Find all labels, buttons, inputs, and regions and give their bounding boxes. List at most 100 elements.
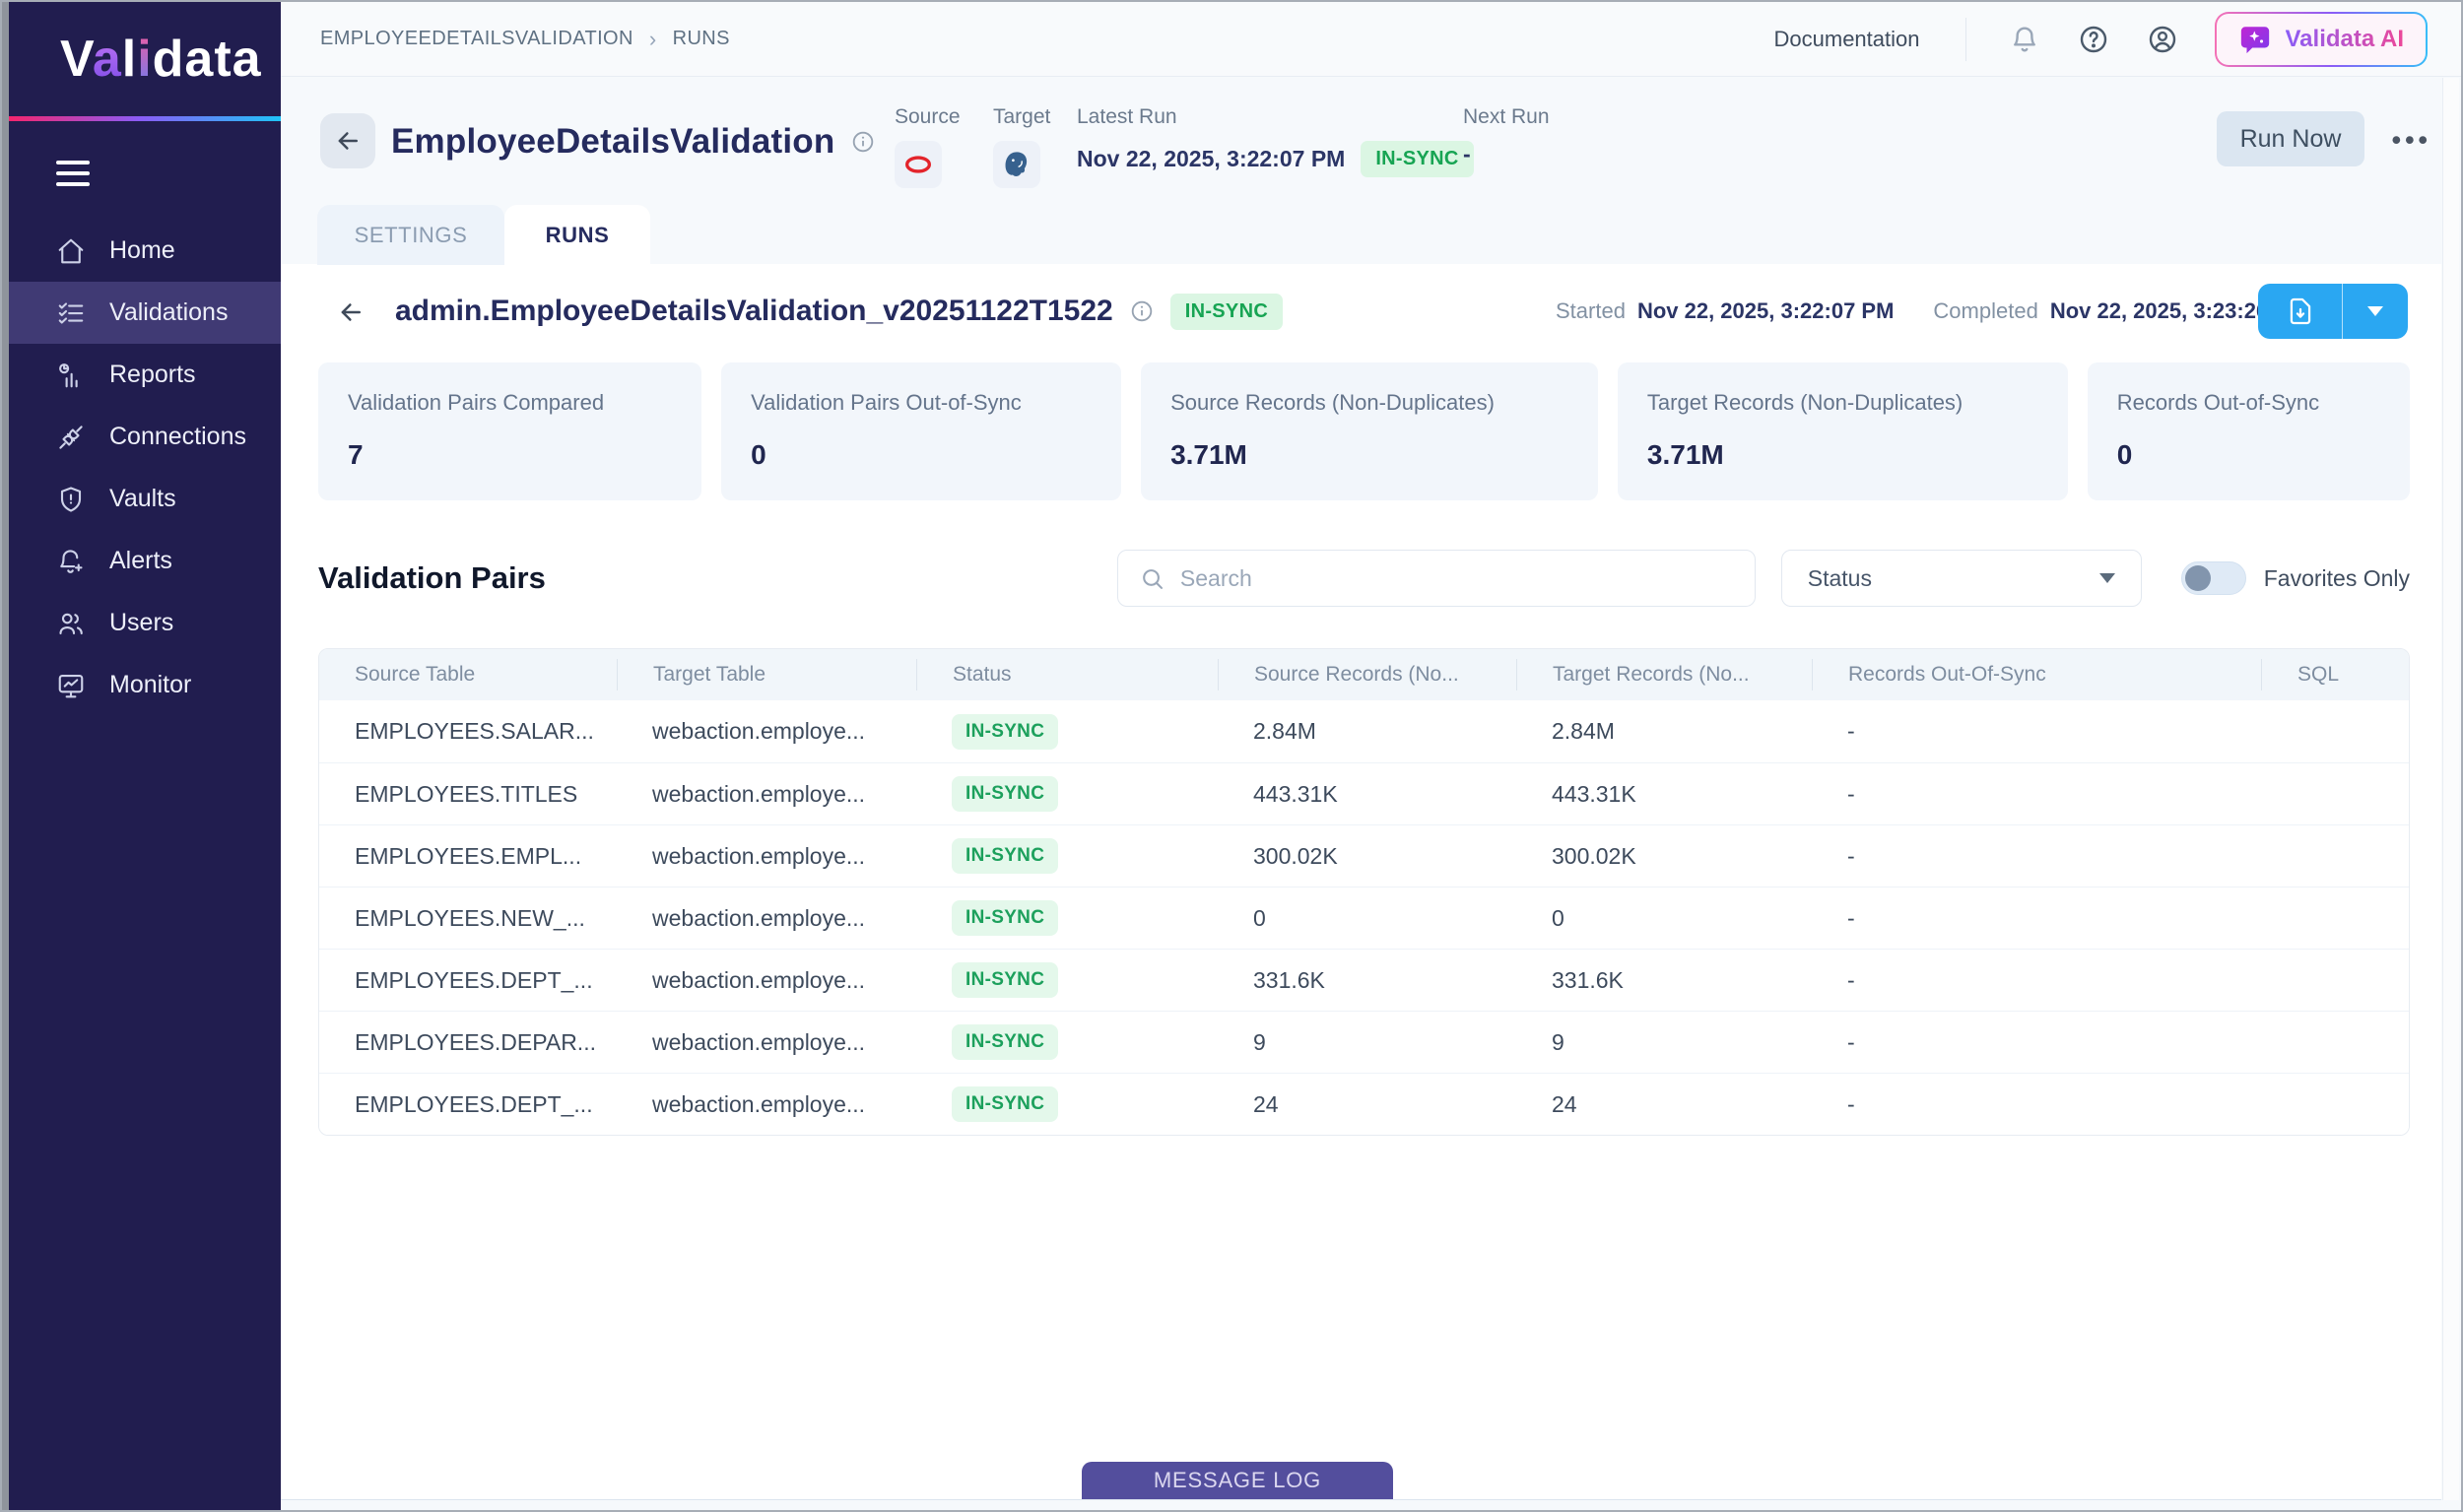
search-icon <box>1142 568 1163 589</box>
run-back-arrow-icon[interactable] <box>336 297 366 332</box>
status-badge: IN-SYNC <box>952 713 1059 750</box>
next-run-label: Next Run <box>1463 105 1550 128</box>
target-table-cell: webaction.employe... <box>652 780 866 807</box>
source-records-cell: 24 <box>1253 1090 1279 1117</box>
column-header[interactable]: Records Out-Of-Sync <box>1812 659 2261 690</box>
sidebar-item-vaults[interactable]: Vaults <box>9 468 281 530</box>
download-options-caret[interactable] <box>2343 284 2408 339</box>
target-records-cell: 9 <box>1552 1028 1564 1055</box>
sidebar-item-validations[interactable]: Validations <box>9 282 281 344</box>
latest-run-time: Nov 22, 2025, 3:22:07 PM <box>1077 146 1346 171</box>
help-icon[interactable] <box>2077 23 2110 56</box>
status-badge: IN-SYNC <box>952 962 1059 998</box>
records-out-of-sync-cell: - <box>1847 1090 1855 1117</box>
run-info-icon[interactable] <box>1129 298 1155 324</box>
back-button[interactable] <box>320 113 375 168</box>
scrollbar-track[interactable] <box>2442 78 2459 1500</box>
sidebar-item-label: Reports <box>109 361 196 388</box>
brand-logo: Validata <box>60 31 262 88</box>
account-icon[interactable] <box>2146 23 2179 56</box>
latest-run-label: Latest Run <box>1077 105 1177 128</box>
source-table-cell: EMPLOYEES.EMPL... <box>355 842 582 869</box>
monitor-icon <box>58 674 84 697</box>
breadcrumb-item[interactable]: RUNS <box>672 28 730 49</box>
tab-runs[interactable]: RUNS <box>504 205 650 265</box>
column-header[interactable]: Source Records (No... <box>1218 659 1516 690</box>
more-options-icon[interactable]: ••• <box>2391 125 2431 155</box>
sidebar-item-alerts[interactable]: Alerts <box>9 530 281 592</box>
sidebar-item-home[interactable]: Home <box>9 220 281 282</box>
source-records-cell: 9 <box>1253 1028 1266 1055</box>
records-out-of-sync-cell: - <box>1847 904 1855 931</box>
users-icon <box>59 613 83 634</box>
stat-pairs-out-of-sync: Validation Pairs Out-of-Sync 0 <box>721 362 1122 500</box>
validata-ai-button[interactable]: Validata AI <box>2214 11 2428 67</box>
sidebar-item-users[interactable]: Users <box>9 592 281 654</box>
favorites-only-label: Favorites Only <box>2263 564 2410 591</box>
column-header[interactable]: Status <box>916 659 1218 690</box>
home-icon <box>58 238 84 263</box>
source-connector: Source <box>895 105 961 188</box>
table-row[interactable]: EMPLOYEES.DEPT_... webaction.employe... … <box>319 1073 2409 1135</box>
table-row[interactable]: EMPLOYEES.DEPAR... webaction.employe... … <box>319 1011 2409 1073</box>
back-arrow-icon <box>338 132 358 150</box>
run-summary-row: admin.EmployeeDetailsValidation_v2025112… <box>281 264 2441 359</box>
search-box[interactable] <box>1116 550 1756 607</box>
table-row[interactable]: EMPLOYEES.NEW_... webaction.employe... I… <box>319 887 2409 949</box>
source-records-cell: 2.84M <box>1253 718 1316 744</box>
breadcrumb: EMPLOYEEDETAILSVALIDATION › RUNS <box>320 27 730 52</box>
target-records-cell: 331.6K <box>1552 966 1624 993</box>
run-started: Started Nov 22, 2025, 3:22:07 PM <box>1556 298 1895 323</box>
sidebar-item-reports[interactable]: Reports <box>9 344 281 406</box>
postgres-target-icon[interactable] <box>993 141 1040 188</box>
latest-run-group: Latest Run Nov 22, 2025, 3:22:07 PM IN-S… <box>1077 105 1474 177</box>
validations-icon <box>58 301 84 324</box>
column-header[interactable]: SQL <box>2261 659 2409 690</box>
download-file-icon[interactable] <box>2258 284 2343 339</box>
window-edge <box>2 2 9 1510</box>
favorites-only-toggle[interactable] <box>2180 561 2246 595</box>
page-header: EmployeeDetailsValidation Source Target … <box>281 78 2461 206</box>
status-filter-dropdown[interactable]: Status <box>1780 550 2142 607</box>
next-run-value: - <box>1463 141 1471 166</box>
source-table-cell: EMPLOYEES.DEPT_... <box>355 1090 593 1117</box>
download-report-split-button[interactable] <box>2258 284 2408 339</box>
status-badge: IN-SYNC <box>952 1024 1059 1060</box>
sidebar-item-connections[interactable]: Connections <box>9 406 281 468</box>
source-table-cell: EMPLOYEES.TITLES <box>355 780 578 807</box>
reports-icon <box>59 362 78 387</box>
sidebar-item-monitor[interactable]: Monitor <box>9 654 281 716</box>
column-header[interactable]: Target Table <box>617 659 916 690</box>
records-out-of-sync-cell: - <box>1847 842 1855 869</box>
stat-pairs-compared: Validation Pairs Compared 7 <box>318 362 702 500</box>
breadcrumb-separator: › <box>648 26 657 51</box>
table-row[interactable]: EMPLOYEES.TITLES webaction.employe... IN… <box>319 762 2409 824</box>
info-icon[interactable] <box>850 129 876 155</box>
vaults-icon <box>60 486 82 512</box>
notifications-bell-icon[interactable] <box>2008 23 2041 56</box>
run-now-button[interactable]: Run Now <box>2217 111 2364 166</box>
documentation-link[interactable]: Documentation <box>1773 26 1920 51</box>
sidebar-item-label: Validations <box>109 298 229 326</box>
status-badge: IN-SYNC <box>952 776 1059 812</box>
column-header[interactable]: Source Table <box>355 663 476 686</box>
records-out-of-sync-cell: - <box>1847 966 1855 993</box>
status-badge: IN-SYNC <box>952 838 1059 874</box>
table-body: EMPLOYEES.SALAR... webaction.employe... … <box>319 700 2409 1135</box>
search-input[interactable] <box>1179 564 1733 592</box>
sidebar-item-label: Connections <box>109 423 246 450</box>
column-header[interactable]: Target Records (No... <box>1516 659 1812 690</box>
tab-settings[interactable]: SETTINGS <box>317 205 504 265</box>
target-table-cell: webaction.employe... <box>652 1090 866 1117</box>
records-out-of-sync-cell: - <box>1847 1028 1855 1055</box>
target-records-cell: 300.02K <box>1552 842 1636 869</box>
menu-toggle-icon[interactable] <box>56 161 90 186</box>
oracle-source-icon[interactable] <box>895 141 942 188</box>
breadcrumb-item[interactable]: EMPLOYEEDETAILSVALIDATION <box>320 28 633 49</box>
table-row[interactable]: EMPLOYEES.EMPL... webaction.employe... I… <box>319 824 2409 887</box>
validation-pairs-toolbar: Validation Pairs Status Favorites Only <box>281 500 2441 607</box>
table-row[interactable]: EMPLOYEES.DEPT_... webaction.employe... … <box>319 949 2409 1011</box>
status-badge: IN-SYNC <box>952 1086 1059 1122</box>
message-log-button[interactable]: MESSAGE LOG <box>1082 1462 1393 1499</box>
table-row[interactable]: EMPLOYEES.SALAR... webaction.employe... … <box>319 700 2409 762</box>
